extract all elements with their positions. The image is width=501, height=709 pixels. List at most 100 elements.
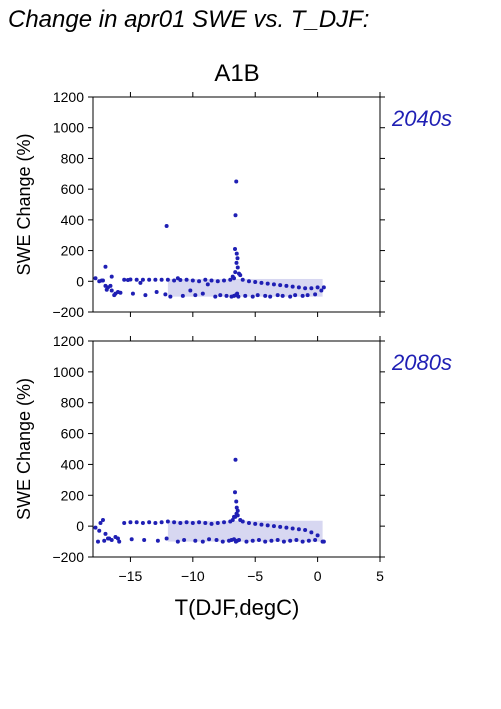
data-point: [159, 520, 164, 525]
data-point: [253, 280, 258, 285]
data-point: [265, 281, 270, 286]
y-tick-label: 400: [61, 456, 85, 472]
y-tick-label: −200: [52, 549, 84, 565]
data-point: [269, 538, 274, 543]
data-point: [108, 283, 113, 288]
data-point: [234, 499, 239, 504]
data-point: [175, 276, 180, 281]
data-point: [172, 520, 177, 525]
data-point: [305, 293, 310, 298]
data-point: [303, 528, 308, 532]
data-point: [147, 277, 152, 282]
y-tick-label: 600: [61, 181, 85, 197]
data-point: [235, 513, 240, 518]
data-point: [309, 286, 314, 291]
data-point: [271, 524, 276, 529]
data-point: [155, 538, 160, 543]
data-point: [250, 294, 255, 299]
data-point: [233, 213, 238, 218]
data-point: [306, 538, 311, 543]
data-point: [265, 523, 270, 528]
data-point: [255, 293, 260, 298]
data-point: [263, 293, 268, 298]
y-tick-label: 800: [61, 150, 85, 166]
data-point: [235, 291, 240, 296]
data-point: [159, 277, 164, 282]
data-point: [284, 283, 289, 288]
panel-label: 2080s: [391, 350, 452, 375]
data-point: [253, 521, 258, 526]
data-point: [109, 288, 114, 293]
x-tick-label: −10: [181, 568, 205, 584]
data-point: [236, 294, 241, 299]
data-point: [172, 278, 177, 283]
data-point: [190, 521, 195, 526]
data-point: [200, 539, 205, 544]
data-point: [107, 536, 112, 541]
data-point: [193, 293, 198, 298]
data-point: [134, 277, 139, 282]
data-point: [263, 539, 268, 544]
data-point: [288, 538, 293, 543]
data-point: [164, 224, 169, 228]
data-point: [250, 538, 255, 543]
data-point: [128, 277, 133, 282]
data-point: [138, 280, 143, 285]
y-axis-label: SWE Change (%): [14, 133, 34, 275]
data-point: [109, 274, 114, 279]
data-point: [243, 293, 248, 298]
y-tick-label: 1000: [53, 364, 84, 380]
data-point: [164, 536, 169, 541]
data-point: [213, 294, 218, 299]
data-point: [240, 519, 245, 524]
data-point: [220, 539, 225, 544]
data-point: [93, 276, 98, 281]
data-point: [93, 525, 98, 530]
data-point: [222, 278, 227, 283]
plot-frame: [92, 340, 381, 558]
data-point: [197, 279, 202, 284]
data-point: [233, 490, 238, 495]
panel-label: 2040s: [391, 106, 452, 131]
data-point: [115, 536, 120, 541]
data-point: [313, 292, 318, 297]
x-tick-label: 0: [314, 568, 322, 584]
data-point: [184, 277, 189, 282]
y-axis-label: SWE Change (%): [14, 378, 34, 520]
y-tick-label: 200: [61, 243, 85, 259]
y-tick-label: 1200: [53, 89, 84, 105]
x-tick-label: −5: [247, 568, 263, 584]
data-point: [153, 521, 158, 526]
data-point: [313, 538, 318, 543]
data-point: [236, 271, 241, 276]
data-point: [142, 538, 147, 543]
data-point: [178, 521, 183, 526]
data-point: [281, 539, 286, 544]
data-point: [143, 293, 148, 298]
data-point: [232, 276, 237, 281]
data-point: [284, 525, 289, 530]
data-point: [193, 538, 198, 543]
data-point: [103, 531, 108, 536]
data-point: [244, 539, 249, 544]
data-point: [205, 282, 210, 287]
data-point: [280, 293, 285, 298]
data-point: [234, 179, 239, 184]
data-point: [102, 538, 107, 543]
data-point: [209, 521, 214, 526]
data-point: [218, 293, 223, 298]
data-point: [95, 539, 100, 544]
data-point: [153, 277, 158, 282]
data-point: [99, 278, 104, 283]
data-point: [275, 293, 280, 298]
data-point: [182, 538, 187, 543]
data-point: [97, 528, 102, 533]
data-point: [117, 539, 122, 544]
data-point: [236, 538, 241, 543]
y-tick-label: 200: [61, 487, 85, 503]
data-point: [232, 514, 237, 519]
data-point: [122, 277, 127, 282]
data-point: [104, 287, 109, 292]
data-point: [129, 537, 134, 542]
data-point: [207, 537, 212, 542]
